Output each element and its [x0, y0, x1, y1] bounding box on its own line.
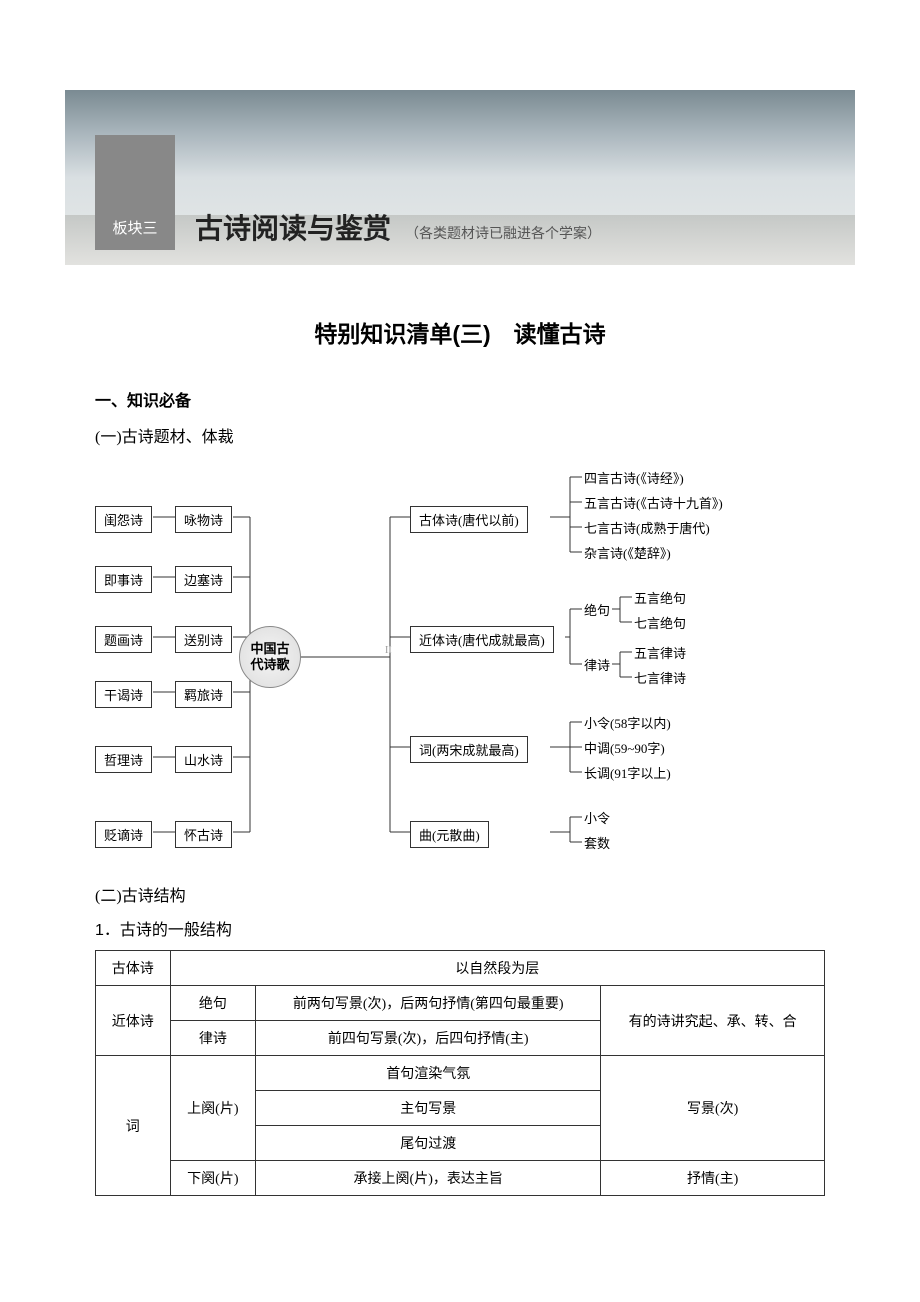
table-cell: 绝句: [170, 986, 256, 1021]
diagram-node: 闺怨诗: [95, 506, 152, 533]
diagram-label: 中调(59~90字): [584, 738, 665, 757]
structure-table: 古体诗以自然段为层近体诗绝句前两句写景(次)，后两句抒情(第四句最重要)有的诗讲…: [95, 950, 825, 1196]
banner-subtitle: （各类题材诗已融进各个学案）: [405, 223, 601, 243]
diagram-label: 绝句: [584, 600, 610, 619]
diagram-label: 五言律诗: [634, 643, 686, 662]
diagram-node: 干谒诗: [95, 681, 152, 708]
table-cell: 承接上阕(片)，表达主旨: [256, 1161, 601, 1196]
diagram-node: 题画诗: [95, 626, 152, 653]
diagram-label: 五言绝句: [634, 588, 686, 607]
section-1-2-1: 1．古诗的一般结构: [95, 916, 825, 940]
diagram-node: 怀古诗: [175, 821, 232, 848]
section-1-1: (一)古诗题材、体裁: [95, 423, 825, 447]
diagram-node: 中国古代诗歌: [239, 626, 301, 688]
diagram-label: 四言古诗(《诗经》): [584, 468, 684, 487]
content: 特别知识清单(三) 读懂古诗 一、知识必备 (一)古诗题材、体裁 II 中国古代…: [0, 265, 920, 1236]
table-cell: 前四句写景(次)，后四句抒情(主): [256, 1021, 601, 1056]
diagram-label: 五言古诗(《古诗十九首》): [584, 493, 723, 512]
diagram-node: 羁旅诗: [175, 681, 232, 708]
diagram-node: 贬谪诗: [95, 821, 152, 848]
table-cell: 上阕(片): [170, 1056, 256, 1161]
table-cell: 律诗: [170, 1021, 256, 1056]
banner: 板块三 古诗阅读与鉴赏 （各类题材诗已融进各个学案）: [65, 90, 855, 265]
diagram-label: 七言律诗: [634, 668, 686, 687]
table-cell: 近体诗: [96, 986, 171, 1056]
diagram-node: 送别诗: [175, 626, 232, 653]
diagram-node: 咏物诗: [175, 506, 232, 533]
table-cell: 写景(次): [601, 1056, 825, 1161]
banner-title: 古诗阅读与鉴赏: [195, 207, 391, 247]
diagram-label: 套数: [584, 833, 610, 852]
diagram-node: 哲理诗: [95, 746, 152, 773]
diagram-node: 边塞诗: [175, 566, 232, 593]
table-cell: 有的诗讲究起、承、转、合: [601, 986, 825, 1056]
section-1: 一、知识必备: [95, 387, 825, 411]
table-cell: 下阕(片): [170, 1161, 256, 1196]
diagram-node: 曲(元散曲): [410, 821, 489, 848]
dot-marker: II: [385, 645, 392, 656]
diagram-node: 近体诗(唐代成就最高): [410, 626, 554, 653]
table-cell: 以自然段为层: [170, 951, 824, 986]
diagram-node: 山水诗: [175, 746, 232, 773]
diagram-node: 即事诗: [95, 566, 152, 593]
diagram-label: 七言绝句: [634, 613, 686, 632]
table-cell: 首句渲染气氛: [256, 1056, 601, 1091]
table-cell: 主句写景: [256, 1091, 601, 1126]
diagram-label: 律诗: [584, 655, 610, 674]
diagram-label: 小令(58字以内): [584, 713, 671, 732]
diagram-node: 古体诗(唐代以前): [410, 506, 528, 533]
page: 板块三 古诗阅读与鉴赏 （各类题材诗已融进各个学案） 特别知识清单(三) 读懂古…: [0, 90, 920, 1236]
table-cell: 尾句过渡: [256, 1126, 601, 1161]
diagram-label: 长调(91字以上): [584, 763, 671, 782]
diagram-label: 小令: [584, 808, 610, 827]
diagram-label: 杂言诗(《楚辞》): [584, 543, 671, 562]
banner-tag: 板块三: [95, 135, 175, 250]
table-cell: 前两句写景(次)，后两句抒情(第四句最重要): [256, 986, 601, 1021]
banner-tag-label: 板块三: [95, 217, 175, 238]
diagram-node: 词(两宋成就最高): [410, 736, 528, 763]
section-1-2: (二)古诗结构: [95, 882, 825, 906]
table-cell: 抒情(主): [601, 1161, 825, 1196]
table-cell: 古体诗: [96, 951, 171, 986]
page-title: 特别知识清单(三) 读懂古诗: [95, 315, 825, 349]
table-cell: 词: [96, 1056, 171, 1196]
poetry-diagram: II 中国古代诗歌 闺怨诗咏物诗即事诗边塞诗题画诗送别诗干谒诗羁旅诗哲理诗山水诗贬…: [95, 467, 825, 867]
diagram-label: 七言古诗(成熟于唐代): [584, 518, 710, 537]
